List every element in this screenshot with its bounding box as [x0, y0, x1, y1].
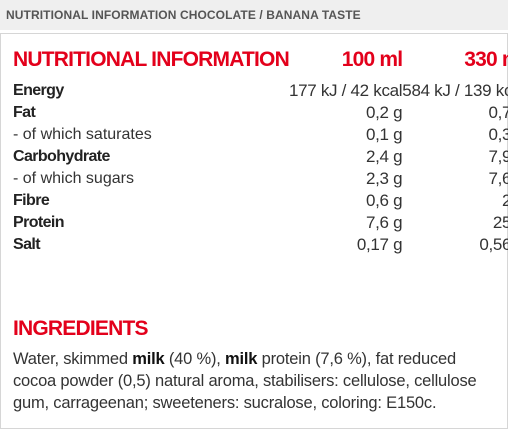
value-100ml: 0,1 g: [365, 125, 403, 144]
row-label: Salt: [13, 236, 41, 253]
table-row: - of which sugars 2,3 g 7,6 g: [13, 168, 508, 190]
table-header: NUTRITIONAL INFORMATION 100 ml 330 ml: [13, 40, 508, 80]
ingredient-text: Water, skimmed: [13, 350, 133, 368]
value-330ml: 2 g: [502, 191, 508, 210]
value-100ml: 0,6 g: [365, 191, 403, 210]
ingredients-text: Water, skimmed milk (40 %), milk protein…: [13, 348, 497, 414]
row-label: - of which saturates: [13, 126, 152, 143]
value-330ml: 7,6 g: [488, 169, 508, 188]
value-330ml: 0,56 g: [479, 235, 508, 254]
value-330ml: 7,9 g: [488, 147, 508, 166]
row-label: Fibre: [13, 192, 50, 209]
value-100ml: 2,3 g: [365, 169, 403, 188]
row-label: Carbohydrate: [13, 148, 110, 165]
content-box: NUTRITIONAL INFORMATION 100 ml 330 ml En…: [0, 33, 508, 429]
table-row: Carbohydrate 2,4 g 7,9 g: [13, 146, 508, 168]
value-100ml: 7,6 g: [365, 213, 403, 232]
value-330ml: 584 kJ / 139 kcal: [402, 81, 508, 100]
table-row: Fibre 0,6 g 2 g: [13, 190, 508, 212]
column-header: 100 ml: [341, 48, 403, 71]
table-row: Salt 0,17 g 0,56 g: [13, 234, 508, 256]
table-row: Fat 0,2 g 0,7 g: [13, 102, 508, 124]
page-title: NUTRITIONAL INFORMATION CHOCOLATE / BANA…: [6, 8, 361, 22]
row-label: Protein: [13, 214, 65, 231]
table-row: - of which saturates 0,1 g 0,3 g: [13, 124, 508, 146]
ingredients-title: INGREDIENTS: [13, 317, 149, 340]
ingredient-text: (40 %),: [164, 350, 226, 368]
value-330ml: 25 g: [492, 213, 508, 232]
column-header: NUTRITIONAL INFORMATION: [13, 48, 290, 71]
ingredient-text: milk: [132, 350, 165, 368]
row-label: Energy: [13, 82, 64, 99]
row-label: - of which sugars: [13, 170, 134, 187]
column-header: 330 ml: [464, 48, 508, 71]
top-bar: NUTRITIONAL INFORMATION CHOCOLATE / BANA…: [0, 0, 508, 30]
ingredient-text: protein (7,6 %), fat reduced cocoa powde…: [13, 350, 477, 412]
nutrition-table: NUTRITIONAL INFORMATION 100 ml 330 ml En…: [13, 40, 508, 256]
value-100ml: 2,4 g: [365, 147, 403, 166]
row-label: Fat: [13, 104, 36, 121]
value-100ml: 177 kJ / 42 kcal: [288, 81, 403, 100]
value-100ml: 0,2 g: [365, 103, 403, 122]
value-100ml: 0,17 g: [356, 235, 403, 254]
value-330ml: 0,7 g: [488, 103, 508, 122]
ingredient-text: milk: [225, 350, 258, 368]
table-row: Protein 7,6 g 25 g: [13, 212, 508, 234]
value-330ml: 0,3 g: [488, 125, 508, 144]
